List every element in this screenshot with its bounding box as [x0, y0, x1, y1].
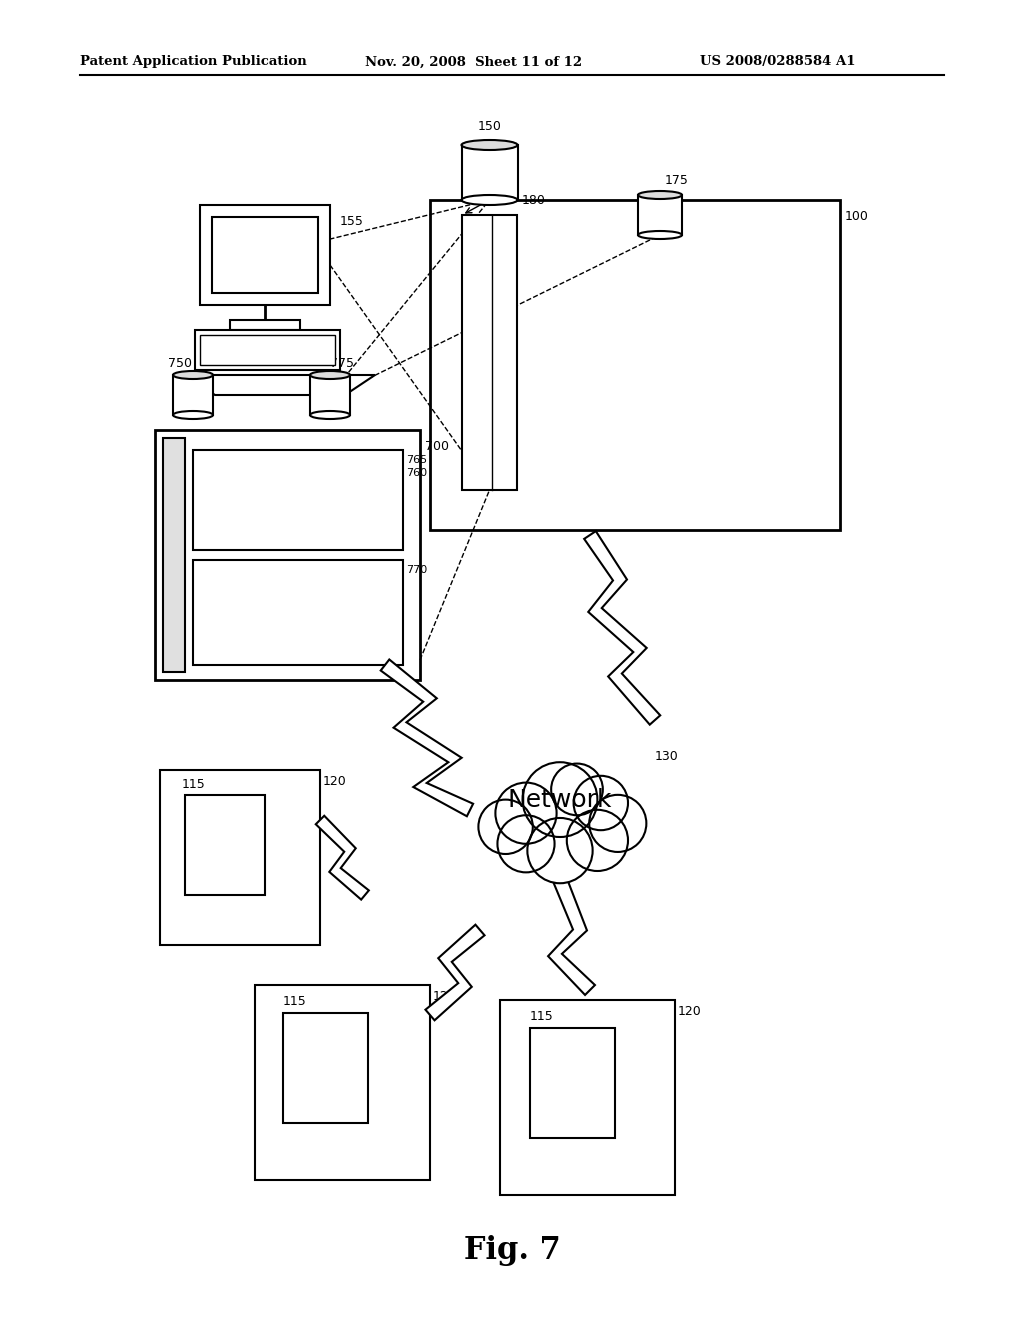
Bar	[212, 216, 318, 293]
Text: 130: 130	[655, 750, 679, 763]
Text: Nov. 20, 2008  Sheet 11 of 12: Nov. 20, 2008 Sheet 11 of 12	[365, 55, 582, 69]
Bar	[160, 770, 319, 945]
Circle shape	[496, 783, 557, 843]
Text: 770: 770	[406, 565, 427, 576]
Ellipse shape	[310, 411, 350, 418]
Text: 115: 115	[530, 1010, 554, 1023]
Circle shape	[498, 816, 555, 873]
Polygon shape	[185, 375, 375, 395]
Text: 120: 120	[323, 775, 347, 788]
Text: Patent Application Publication: Patent Application Publication	[80, 55, 307, 69]
Bar	[430, 201, 840, 531]
Bar	[283, 1012, 368, 1123]
Polygon shape	[315, 816, 369, 900]
Text: 180: 180	[522, 194, 546, 207]
Ellipse shape	[173, 371, 213, 379]
Polygon shape	[381, 660, 473, 816]
Bar	[310, 375, 350, 414]
Text: 115: 115	[182, 777, 206, 791]
Text: 150: 150	[477, 120, 502, 133]
Bar	[200, 335, 335, 366]
Text: 700: 700	[425, 440, 449, 453]
Ellipse shape	[462, 140, 517, 150]
Bar	[163, 438, 185, 672]
Bar	[200, 205, 330, 305]
Text: 765: 765	[406, 455, 427, 465]
Circle shape	[551, 763, 603, 816]
Bar	[193, 450, 403, 550]
Bar	[195, 330, 340, 370]
Text: 140: 140	[484, 194, 508, 207]
Text: Network: Network	[508, 788, 612, 812]
Bar	[193, 560, 403, 665]
Circle shape	[522, 762, 597, 837]
Polygon shape	[548, 878, 595, 995]
Bar	[230, 319, 300, 330]
Circle shape	[567, 809, 628, 871]
Bar	[185, 795, 265, 895]
Bar	[500, 1001, 675, 1195]
Polygon shape	[584, 531, 660, 725]
Bar	[462, 145, 517, 201]
Ellipse shape	[173, 411, 213, 418]
Circle shape	[589, 795, 646, 851]
Bar	[638, 195, 682, 235]
Circle shape	[573, 776, 628, 830]
Bar	[173, 375, 213, 414]
Text: 155: 155	[340, 215, 364, 228]
Bar	[462, 215, 517, 490]
Text: Fig. 7: Fig. 7	[464, 1234, 560, 1266]
Text: 775: 775	[330, 356, 354, 370]
Text: 120: 120	[678, 1005, 701, 1018]
Text: 760: 760	[406, 469, 427, 478]
Text: 175: 175	[665, 174, 689, 187]
Bar	[255, 985, 430, 1180]
Circle shape	[527, 818, 593, 883]
Circle shape	[478, 800, 532, 854]
Text: 120: 120	[433, 990, 457, 1003]
Text: 780: 780	[183, 395, 207, 408]
Text: 100: 100	[845, 210, 869, 223]
Ellipse shape	[310, 371, 350, 379]
Ellipse shape	[638, 231, 682, 239]
Bar	[530, 1028, 615, 1138]
Ellipse shape	[462, 195, 517, 205]
Polygon shape	[425, 925, 484, 1020]
Text: 115: 115	[283, 995, 307, 1008]
Ellipse shape	[638, 191, 682, 199]
Bar	[155, 430, 420, 680]
Text: 750: 750	[168, 356, 193, 370]
Text: US 2008/0288584 A1: US 2008/0288584 A1	[700, 55, 855, 69]
